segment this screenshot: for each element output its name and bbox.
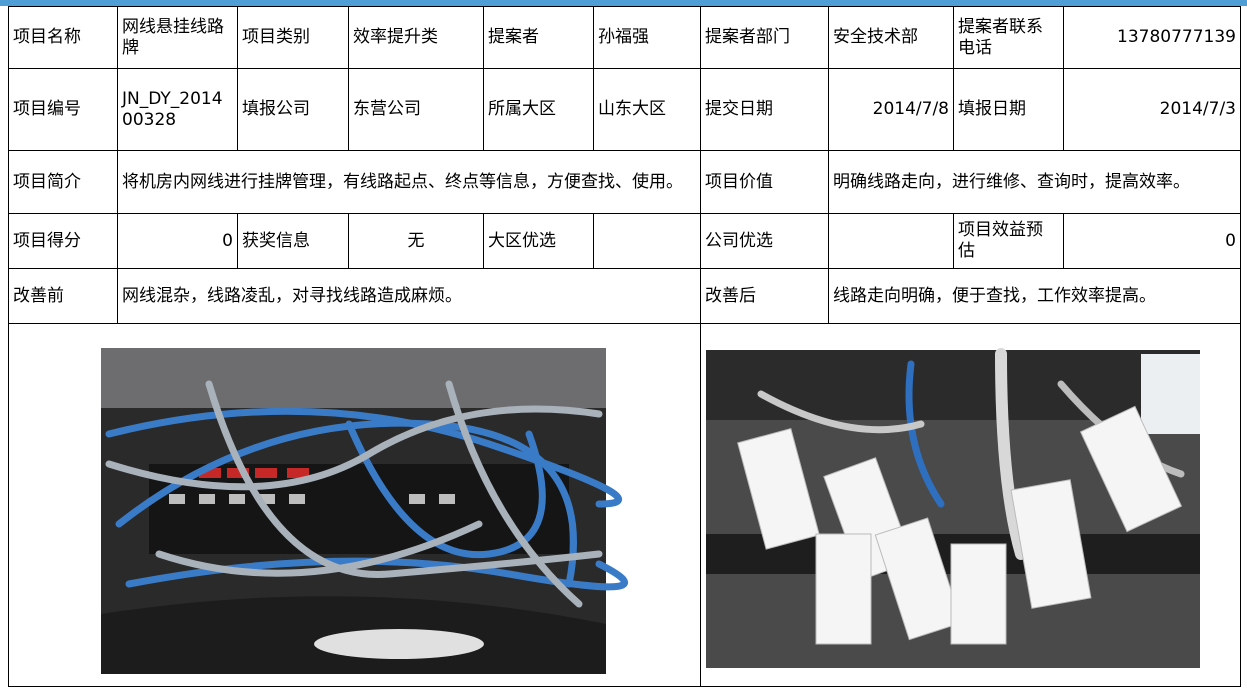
label-cell: 改善后 (700, 268, 829, 324)
empty-cell (828, 213, 954, 269)
label-cell: 改善前 (8, 268, 118, 324)
label-cell: 填报公司 (237, 68, 349, 151)
row: 项目名称 网线悬挂线路牌 项目类别 效率提升类 提案者 孙福强 提案者部门 安全… (8, 6, 1241, 69)
value-cell: JN_DY_201400328 (117, 68, 238, 151)
label-cell: 提交日期 (700, 68, 829, 151)
row: 项目简介 将机房内网线进行挂牌管理，有线路起点、终点等信息，方便查找、使用。 项… (8, 150, 1241, 214)
value-cell: 效率提升类 (348, 6, 484, 69)
label-cell: 项目得分 (8, 213, 118, 269)
after-photo (706, 348, 1200, 668)
value-cell: 线路走向明确，便于查找，工作效率提高。 (828, 268, 1241, 324)
project-table: 项目名称 网线悬挂线路牌 项目类别 效率提升类 提案者 孙福强 提案者部门 安全… (8, 6, 1241, 687)
label-cell: 提案者联系电话 (953, 6, 1064, 69)
row (8, 323, 1241, 687)
value-cell: 孙福强 (593, 6, 701, 69)
label-cell: 项目类别 (237, 6, 349, 69)
value-cell: 网线混杂，线路凌乱，对寻找线路造成麻烦。 (117, 268, 701, 324)
label-cell: 项目简介 (8, 150, 118, 214)
label-cell: 公司优选 (700, 213, 829, 269)
row: 改善前 网线混杂，线路凌乱，对寻找线路造成麻烦。 改善后 线路走向明确，便于查找… (8, 268, 1241, 324)
value-cell: 网线悬挂线路牌 (117, 6, 238, 69)
label-cell: 提案者 (483, 6, 594, 69)
value-cell: 2014/7/8 (828, 68, 954, 151)
value-cell: 13780777139 (1063, 6, 1241, 69)
value-cell: 0 (1063, 213, 1241, 269)
label-cell: 获奖信息 (237, 213, 349, 269)
top-bar (0, 0, 1247, 6)
before-photo (101, 348, 629, 674)
value-cell: 0 (117, 213, 238, 269)
label-cell: 大区优选 (483, 213, 594, 269)
image-cell (700, 323, 1241, 687)
label-cell: 填报日期 (953, 68, 1064, 151)
value-cell: 将机房内网线进行挂牌管理，有线路起点、终点等信息，方便查找、使用。 (117, 150, 701, 214)
empty-cell (593, 213, 701, 269)
label-cell: 项目效益预估 (953, 213, 1064, 269)
value-cell: 东营公司 (348, 68, 484, 151)
value-cell: 2014/7/3 (1063, 68, 1241, 151)
label-cell: 项目价值 (700, 150, 829, 214)
label-cell: 项目编号 (8, 68, 118, 151)
row: 项目得分 0 获奖信息 无 大区优选 公司优选 项目效益预估 0 (8, 213, 1241, 269)
image-cell (8, 323, 701, 687)
label-cell: 提案者部门 (700, 6, 829, 69)
value-cell: 安全技术部 (828, 6, 954, 69)
value-cell: 明确线路走向，进行维修、查询时，提高效率。 (828, 150, 1241, 214)
label-cell: 所属大区 (483, 68, 594, 151)
value-cell: 无 (348, 213, 484, 269)
row: 项目编号 JN_DY_201400328 填报公司 东营公司 所属大区 山东大区… (8, 68, 1241, 151)
value-cell: 山东大区 (593, 68, 701, 151)
label-cell: 项目名称 (8, 6, 118, 69)
